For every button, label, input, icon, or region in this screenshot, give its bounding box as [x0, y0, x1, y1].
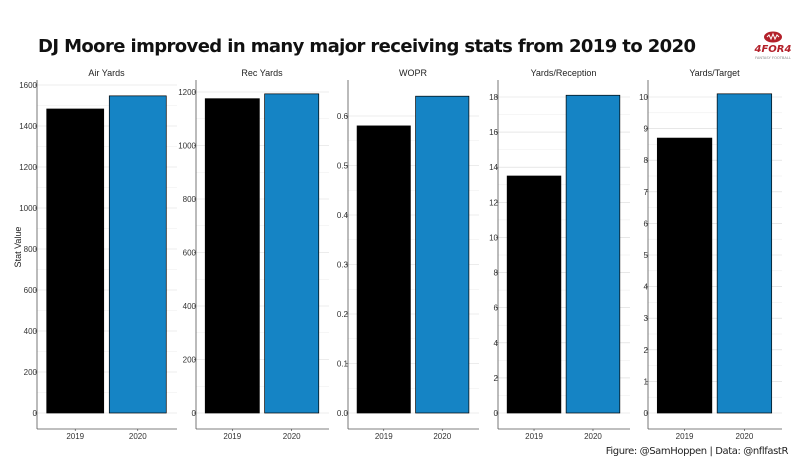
y-tick-label: 0.3: [337, 261, 349, 270]
y-tick-label: 3: [644, 314, 649, 323]
y-tick-label: 4: [644, 283, 649, 292]
bar-2019: [204, 98, 260, 414]
y-tick-label: 10: [489, 233, 498, 242]
y-tick-label: 1600: [19, 81, 37, 90]
y-tick-label: 800: [183, 195, 197, 204]
y-tick-label: 1200: [178, 88, 196, 97]
y-tick-label: 12: [489, 198, 498, 207]
y-tick-label: 0: [644, 409, 649, 418]
brand-logo: 4FOR4 FANTASY FOOTBALL: [752, 30, 794, 62]
figure-caption: Figure: @SamHoppen | Data: @nflfastR: [605, 446, 789, 457]
y-tick-label: 200: [24, 368, 38, 377]
y-tick-label: 400: [24, 327, 38, 336]
y-tick-label: 800: [24, 245, 38, 254]
y-tick-label: 2: [644, 346, 649, 355]
y-tick-label: 9: [644, 125, 649, 134]
y-tick-label: 2: [494, 374, 499, 383]
facet-title: Air Yards: [88, 68, 125, 78]
y-tick-label: 0.0: [337, 409, 349, 418]
y-tick-label: 0.2: [337, 310, 349, 319]
y-tick-label: 1000: [178, 142, 196, 151]
facet-title: Rec Yards: [241, 68, 283, 78]
bar-2020: [264, 93, 320, 414]
football-icon: [764, 31, 782, 43]
y-tick-label: 6: [644, 219, 649, 228]
bar-2020: [716, 93, 773, 414]
chart-title: DJ Moore improved in many major receivin…: [38, 36, 696, 57]
y-tick-label: 5: [644, 251, 649, 260]
x-tick-label: 2019: [525, 432, 543, 441]
y-tick-label: 14: [489, 163, 498, 172]
y-tick-label: 4: [494, 339, 499, 348]
bar-2020: [108, 95, 167, 414]
x-tick-label: 2019: [223, 432, 241, 441]
y-tick-label: 18: [489, 93, 498, 102]
x-tick-label: 2020: [283, 432, 301, 441]
y-tick-label: 10: [639, 93, 648, 102]
y-tick-label: 0.1: [337, 360, 349, 369]
bar-2020: [565, 94, 621, 414]
y-tick-label: 8: [494, 269, 499, 278]
y-tick-label: 0: [33, 409, 38, 418]
facet-panel: Air Yards 0 200 400 600 800 1000 1200 1400 1600 20…: [19, 68, 177, 441]
y-tick-label: 200: [183, 356, 197, 365]
bar-2020: [415, 95, 470, 414]
x-tick-label: 2019: [676, 432, 694, 441]
facet-panel: Yards/Target 0 1 2 3 4 5 6 7 8 9 10 2019 2020: [639, 68, 782, 441]
facet-title: Yards/Reception: [531, 68, 597, 78]
bar-2019: [656, 137, 713, 414]
y-tick-label: 0: [494, 409, 499, 418]
facet-panel: Rec Yards 0 200 400 600 800 1000 1200 2019 2020: [178, 68, 329, 441]
facet-panel: Yards/Reception 0 2 4 6 8 10 12 14 16 18 2019 2020: [489, 68, 630, 441]
x-tick-label: 2019: [375, 432, 393, 441]
logo-subtext: FANTASY FOOTBALL: [755, 56, 791, 60]
y-tick-label: 16: [489, 128, 498, 137]
logo-text: 4FOR4: [754, 44, 792, 55]
y-tick-label: 600: [24, 286, 38, 295]
facet-title: WOPR: [399, 68, 427, 78]
x-tick-label: 2020: [433, 432, 451, 441]
y-tick-label: 0.4: [337, 211, 349, 220]
facet-title: Yards/Target: [689, 68, 740, 78]
y-tick-label: 7: [644, 188, 649, 197]
y-axis-label: Stat Value: [13, 227, 23, 268]
x-tick-label: 2020: [129, 432, 147, 441]
y-tick-label: 1: [644, 377, 649, 386]
y-tick-label: 600: [183, 249, 197, 258]
y-tick-label: 0: [192, 409, 197, 418]
bar-2019: [506, 175, 562, 414]
y-tick-label: 0.6: [337, 112, 349, 121]
y-tick-label: 1200: [19, 163, 37, 172]
bar-2019: [46, 108, 105, 414]
facet-panel: WOPR 0.0 0.1 0.2 0.3 0.4 0.5 0.6 2019 2020: [337, 68, 479, 441]
x-tick-label: 2019: [66, 432, 84, 441]
y-tick-label: 1000: [19, 204, 37, 213]
y-tick-label: 6: [494, 304, 499, 313]
y-tick-label: 0.5: [337, 162, 349, 171]
y-tick-label: 1400: [19, 122, 37, 131]
y-tick-label: 400: [183, 302, 197, 311]
y-tick-label: 8: [644, 156, 649, 165]
bar-2019: [356, 125, 411, 414]
x-tick-label: 2020: [736, 432, 754, 441]
x-tick-label: 2020: [584, 432, 602, 441]
